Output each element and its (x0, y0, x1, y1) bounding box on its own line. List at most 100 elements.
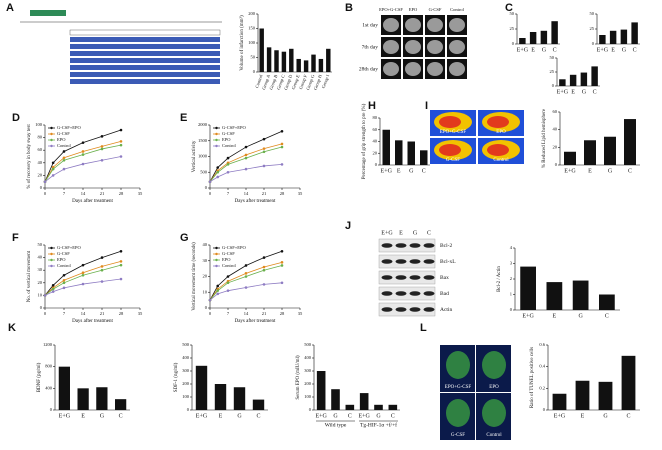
image-label: 28th day (359, 66, 378, 72)
legend-label: G-CSF+EPO (222, 125, 247, 130)
blot-strip (378, 254, 436, 269)
y-tick-label: 400 (45, 385, 53, 390)
blot-strip (378, 302, 436, 317)
mri-brain (449, 18, 465, 32)
y-tick-label: 4 (510, 245, 513, 250)
x-tick-label: Group A (261, 73, 271, 90)
mri-brain (427, 18, 443, 32)
y-tick-label: 100 (248, 40, 256, 45)
blot-band (423, 259, 435, 264)
fluor-signal (482, 351, 506, 379)
point (262, 137, 266, 141)
bar (564, 151, 576, 165)
image-label: G-CSF (429, 7, 442, 12)
y-tick-label: 25 (510, 26, 515, 31)
blot-band (395, 275, 407, 280)
bar (382, 129, 390, 165)
bar (296, 58, 301, 72)
y-tick-label: 500 (200, 169, 208, 174)
blot-band (423, 243, 435, 248)
bar (281, 51, 287, 72)
group-label: Tg-HIF-1α +f/+f (360, 421, 397, 428)
point (262, 150, 266, 154)
y-axis-label: BDNF (pg/ml) (37, 362, 42, 392)
x-tick-label: Group D (283, 73, 293, 90)
x-tick-label: G (582, 89, 587, 95)
x-tick-label: C (593, 89, 597, 95)
blot-band (409, 275, 421, 280)
point (119, 277, 123, 281)
point (226, 289, 230, 292)
blot-band (409, 243, 421, 248)
fluor-signal (482, 399, 506, 427)
y-tick-label: 0.6 (539, 342, 545, 347)
legend-marker (50, 258, 53, 262)
y-tick-label: 200 (182, 381, 190, 386)
point (81, 141, 85, 144)
bar (551, 21, 558, 44)
bar (604, 136, 616, 165)
bar (569, 74, 577, 86)
point (81, 271, 85, 275)
y-axis-label: No. of vertical movement (27, 250, 32, 302)
bar (233, 387, 246, 410)
y-tick-label: 3 (510, 261, 513, 266)
x-tick-label: 14 (81, 311, 86, 316)
series-line (209, 261, 283, 301)
legend-label: G-CSF+EPO (222, 245, 247, 250)
legend-label: G-CSF+EPO (57, 245, 82, 250)
point (244, 167, 248, 171)
lane-label: E (399, 230, 403, 236)
x-tick-label: G (578, 313, 583, 319)
bar (214, 384, 227, 410)
band-label: Actin (440, 307, 452, 313)
blot-band (423, 275, 435, 280)
mri-brain (405, 18, 421, 32)
y-tick-label: 40 (553, 127, 558, 132)
band-label: Bcl-xL (440, 259, 456, 265)
point (62, 150, 66, 153)
mri-brain (449, 40, 465, 54)
x-tick-label: 21 (100, 311, 105, 316)
legend-label: EPO (222, 137, 231, 142)
point (244, 264, 248, 267)
y-tick-label: 25 (550, 69, 555, 74)
point (100, 135, 104, 138)
legend-label: G-CSF (222, 251, 235, 256)
point (62, 167, 66, 171)
y-tick-label: 30 (38, 267, 43, 272)
y-tick-label: 80 (373, 115, 378, 120)
series-line (44, 250, 122, 296)
y-tick-label: 0 (205, 305, 208, 310)
x-tick-label: 28 (280, 311, 285, 316)
x-tick-label: C (553, 47, 557, 53)
y-tick-label: 10 (203, 289, 208, 294)
blot-strip (378, 238, 436, 253)
x-tick-label: Group H (313, 73, 323, 90)
point (81, 150, 85, 153)
point (280, 163, 284, 166)
bar (575, 380, 590, 410)
mri-brain (449, 62, 465, 76)
x-tick-label: G (100, 413, 105, 419)
image-label: EPO+G-CSF (379, 7, 403, 12)
y-tick-label: 1500 (198, 138, 208, 143)
mri-brain (427, 62, 443, 76)
y-tick-label: 50 (510, 11, 515, 16)
point (51, 290, 55, 293)
bar (591, 66, 598, 86)
bar (420, 150, 428, 165)
panel-letter: F (12, 232, 19, 244)
image-label: 7th day (362, 44, 379, 50)
point (262, 265, 266, 269)
point (280, 130, 284, 133)
y-tick-label: 300 (182, 368, 190, 373)
x-tick-label: E+G (517, 47, 529, 53)
y-tick-label: 0 (205, 185, 208, 190)
point (244, 156, 248, 160)
point (81, 162, 85, 166)
blot-band (395, 307, 407, 312)
x-tick-label: E (611, 47, 615, 53)
point (280, 264, 284, 267)
blot-band (409, 259, 421, 264)
